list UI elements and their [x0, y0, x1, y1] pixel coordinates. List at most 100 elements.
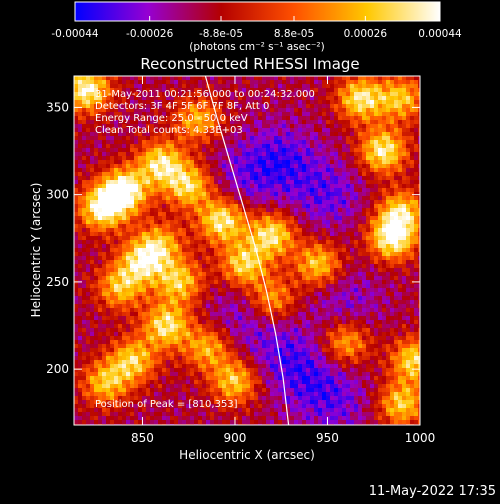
heatmap-cell	[310, 160, 314, 164]
heatmap-cell	[74, 152, 78, 156]
heatmap-cell	[286, 248, 290, 252]
heatmap-cell	[302, 216, 306, 220]
heatmap-cell	[250, 264, 254, 268]
heatmap-cell	[306, 200, 310, 204]
heatmap-cell	[290, 172, 294, 176]
heatmap-cell	[394, 156, 398, 160]
heatmap-cell	[186, 296, 190, 300]
heatmap-cell	[254, 224, 258, 228]
heatmap-cell	[102, 84, 106, 88]
heatmap-cell	[162, 84, 166, 88]
heatmap-cell	[390, 80, 394, 84]
heatmap-cell	[262, 296, 266, 300]
heatmap-cell	[122, 164, 126, 168]
heatmap-cell	[366, 176, 370, 180]
heatmap-cell	[230, 272, 234, 276]
heatmap-cell	[122, 248, 126, 252]
heatmap-cell	[194, 220, 198, 224]
heatmap-cell	[130, 140, 134, 144]
heatmap-cell	[194, 292, 198, 296]
heatmap-cell	[114, 280, 118, 284]
heatmap-cell	[294, 176, 298, 180]
heatmap-cell	[82, 200, 86, 204]
heatmap-cell	[350, 240, 354, 244]
heatmap-cell	[294, 76, 298, 80]
heatmap-cell	[286, 144, 290, 148]
heatmap-cell	[286, 180, 290, 184]
heatmap-cell	[310, 256, 314, 260]
heatmap-cell	[226, 292, 230, 296]
heatmap-cell	[118, 244, 122, 248]
heatmap-cell	[342, 144, 346, 148]
heatmap-cell	[190, 140, 194, 144]
heatmap-cell	[262, 228, 266, 232]
heatmap-cell	[86, 180, 90, 184]
heatmap-cell	[286, 184, 290, 188]
heatmap-cell	[330, 292, 334, 296]
heatmap-cell	[406, 204, 410, 208]
heatmap-cell	[346, 232, 350, 236]
heatmap-cell	[122, 144, 126, 148]
heatmap-cell	[238, 276, 242, 280]
heatmap-cell	[238, 268, 242, 272]
heatmap-cell	[170, 280, 174, 284]
heatmap-cell	[126, 256, 130, 260]
heatmap-cell	[258, 80, 262, 84]
heatmap-cell	[386, 136, 390, 140]
heatmap-cell	[234, 252, 238, 256]
heatmap-cell	[350, 188, 354, 192]
heatmap-cell	[242, 192, 246, 196]
heatmap-cell	[382, 116, 386, 120]
heatmap-cell	[186, 228, 190, 232]
heatmap-cell	[386, 272, 390, 276]
heatmap-cell	[354, 288, 358, 292]
heatmap-cell	[202, 224, 206, 228]
heatmap-cell	[134, 152, 138, 156]
heatmap-cell	[378, 156, 382, 160]
heatmap-cell	[262, 204, 266, 208]
heatmap-cell	[102, 232, 106, 236]
heatmap-cell	[194, 288, 198, 292]
heatmap-cell	[190, 144, 194, 148]
heatmap-cell	[190, 280, 194, 284]
heatmap-cell	[218, 276, 222, 280]
heatmap-cell	[366, 204, 370, 208]
heatmap-cell	[198, 152, 202, 156]
heatmap-cell	[294, 216, 298, 220]
heatmap-cell	[250, 164, 254, 168]
heatmap-cell	[134, 148, 138, 152]
heatmap-cell	[370, 224, 374, 228]
heatmap-cell	[166, 300, 170, 304]
heatmap-cell	[290, 212, 294, 216]
heatmap-cell	[390, 172, 394, 176]
heatmap-cell	[358, 184, 362, 188]
heatmap-cell	[114, 216, 118, 220]
heatmap-cell	[98, 192, 102, 196]
heatmap-cell	[410, 196, 414, 200]
heatmap-cell	[78, 212, 82, 216]
heatmap-cell	[202, 156, 206, 160]
heatmap-cell	[190, 292, 194, 296]
heatmap-cell	[394, 104, 398, 108]
heatmap-cell	[338, 280, 342, 284]
heatmap-cell	[378, 240, 382, 244]
heatmap-cell	[130, 196, 134, 200]
heatmap-cell	[250, 292, 254, 296]
heatmap-cell	[398, 252, 402, 256]
heatmap-cell	[334, 160, 338, 164]
heatmap-cell	[162, 204, 166, 208]
heatmap-cell	[90, 192, 94, 196]
heatmap-cell	[298, 300, 302, 304]
heatmap-cell	[410, 160, 414, 164]
heatmap-cell	[318, 92, 322, 96]
heatmap-cell	[146, 244, 150, 248]
heatmap-cell	[266, 176, 270, 180]
heatmap-cell	[226, 172, 230, 176]
heatmap-cell	[294, 200, 298, 204]
heatmap-cell	[398, 108, 402, 112]
heatmap-cell	[286, 192, 290, 196]
heatmap-cell	[398, 196, 402, 200]
heatmap-cell	[382, 280, 386, 284]
heatmap-cell	[114, 184, 118, 188]
